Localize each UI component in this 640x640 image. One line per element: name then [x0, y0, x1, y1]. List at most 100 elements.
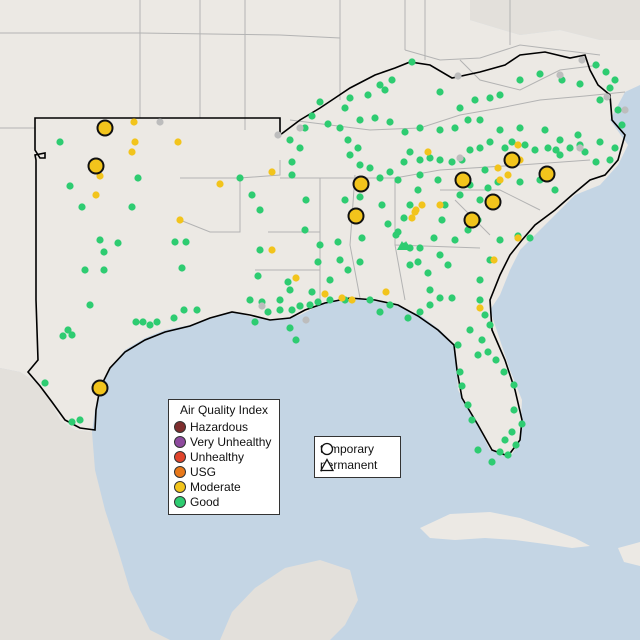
good-monitor-marker	[456, 368, 464, 376]
usg-swatch-icon	[174, 466, 186, 478]
legend-item-unhealthy: Unhealthy	[174, 450, 244, 465]
good-monitor-marker	[376, 81, 384, 89]
yucatan-land	[220, 560, 358, 640]
good-monitor-marker	[100, 248, 108, 256]
inactive-monitor-marker	[454, 72, 462, 80]
good-monitor-marker	[416, 124, 424, 132]
good-monitor-marker	[614, 106, 622, 114]
good-monitor-marker	[430, 234, 438, 242]
temporary-monitor-marker	[503, 151, 521, 169]
good-monitor-marker	[388, 76, 396, 84]
good-monitor-marker	[501, 144, 509, 152]
good-monitor-marker	[314, 298, 322, 306]
temporary-monitor-marker	[352, 175, 370, 193]
good-monitor-marker	[346, 151, 354, 159]
inactive-monitor-marker	[258, 302, 266, 310]
mexico-land	[0, 368, 170, 640]
good-monitor-marker	[378, 201, 386, 209]
good-monitor-marker	[404, 314, 412, 322]
moderate-monitor-marker	[424, 148, 432, 156]
good-monitor-marker	[256, 246, 264, 254]
good-monitor-marker	[254, 272, 262, 280]
good-monitor-marker	[296, 302, 304, 310]
good-monitor-marker	[448, 294, 456, 302]
moderate-monitor-marker	[174, 138, 182, 146]
good-monitor-marker	[314, 258, 322, 266]
moderate-monitor-marker	[412, 206, 420, 214]
good-monitor-marker	[406, 201, 414, 209]
good-monitor-marker	[552, 146, 560, 154]
good-monitor-marker	[521, 141, 529, 149]
good-monitor-marker	[59, 332, 67, 340]
good-monitor-marker	[581, 148, 589, 156]
temporary-monitor-marker	[87, 157, 105, 175]
good-monitor-marker	[284, 278, 292, 286]
good-monitor-marker	[401, 128, 409, 136]
good-monitor-marker	[454, 341, 462, 349]
moderate-monitor-marker	[130, 118, 138, 126]
good-monitor-marker	[466, 326, 474, 334]
good-monitor-marker	[341, 196, 349, 204]
good-monitor-marker	[441, 201, 449, 209]
good-monitor-marker	[536, 70, 544, 78]
good-monitor-marker	[556, 136, 564, 144]
good-monitor-marker	[424, 269, 432, 277]
good-monitor-marker	[76, 416, 84, 424]
good-monitor-marker	[193, 306, 201, 314]
good-monitor-marker	[501, 436, 509, 444]
good-monitor-marker	[386, 118, 394, 126]
good-monitor-marker	[484, 184, 492, 192]
good-monitor-marker	[551, 186, 559, 194]
moderate-monitor-marker	[490, 256, 498, 264]
circle-icon	[320, 442, 334, 456]
good-monitor-marker	[366, 164, 374, 172]
good-monitor-marker	[468, 416, 476, 424]
good-monitor-marker	[56, 138, 64, 146]
temporary-monitor-marker	[538, 165, 556, 183]
moderate-monitor-marker	[176, 216, 184, 224]
good-monitor-marker	[146, 321, 154, 329]
good-monitor-marker	[316, 98, 324, 106]
moderate-monitor-marker	[268, 246, 276, 254]
good-monitor-marker	[64, 326, 72, 334]
good-monitor-marker	[41, 379, 49, 387]
good-monitor-marker	[516, 124, 524, 132]
good-monitor-marker	[302, 196, 310, 204]
good-monitor-marker	[464, 116, 472, 124]
good-monitor-marker	[371, 114, 379, 122]
moderate-monitor-marker	[216, 180, 224, 188]
good-monitor-marker	[341, 104, 349, 112]
good-monitor-marker	[358, 234, 366, 242]
good-monitor-marker	[139, 318, 147, 326]
good-monitor-marker	[476, 296, 484, 304]
good-monitor-marker	[256, 206, 264, 214]
moderate-swatch-icon	[174, 481, 186, 493]
good-monitor-marker	[414, 186, 422, 194]
good-monitor-marker	[426, 286, 434, 294]
good-monitor-marker	[496, 126, 504, 134]
good-monitor-marker	[264, 308, 272, 316]
good-monitor-marker	[466, 146, 474, 154]
good-monitor-marker	[474, 351, 482, 359]
good-monitor-marker	[400, 214, 408, 222]
good-monitor-marker	[476, 196, 484, 204]
good-monitor-marker	[448, 158, 456, 166]
good-swatch-icon	[174, 496, 186, 508]
good-monitor-marker	[248, 191, 256, 199]
good-monitor-marker	[276, 306, 284, 314]
good-monitor-marker	[406, 261, 414, 269]
temporary-monitor-marker	[463, 211, 481, 229]
good-monitor-marker	[492, 356, 500, 364]
inactive-monitor-marker	[603, 93, 611, 101]
good-monitor-marker	[334, 238, 342, 246]
good-monitor-marker	[426, 154, 434, 162]
triangle-icon	[320, 458, 334, 472]
good-monitor-marker	[170, 314, 178, 322]
inactive-monitor-marker	[296, 124, 304, 132]
good-monitor-marker	[346, 94, 354, 102]
good-monitor-marker	[606, 156, 614, 164]
inactive-monitor-marker	[302, 316, 310, 324]
good-monitor-marker	[516, 76, 524, 84]
permanent-monitor-marker	[401, 241, 411, 250]
good-monitor-marker	[576, 80, 584, 88]
